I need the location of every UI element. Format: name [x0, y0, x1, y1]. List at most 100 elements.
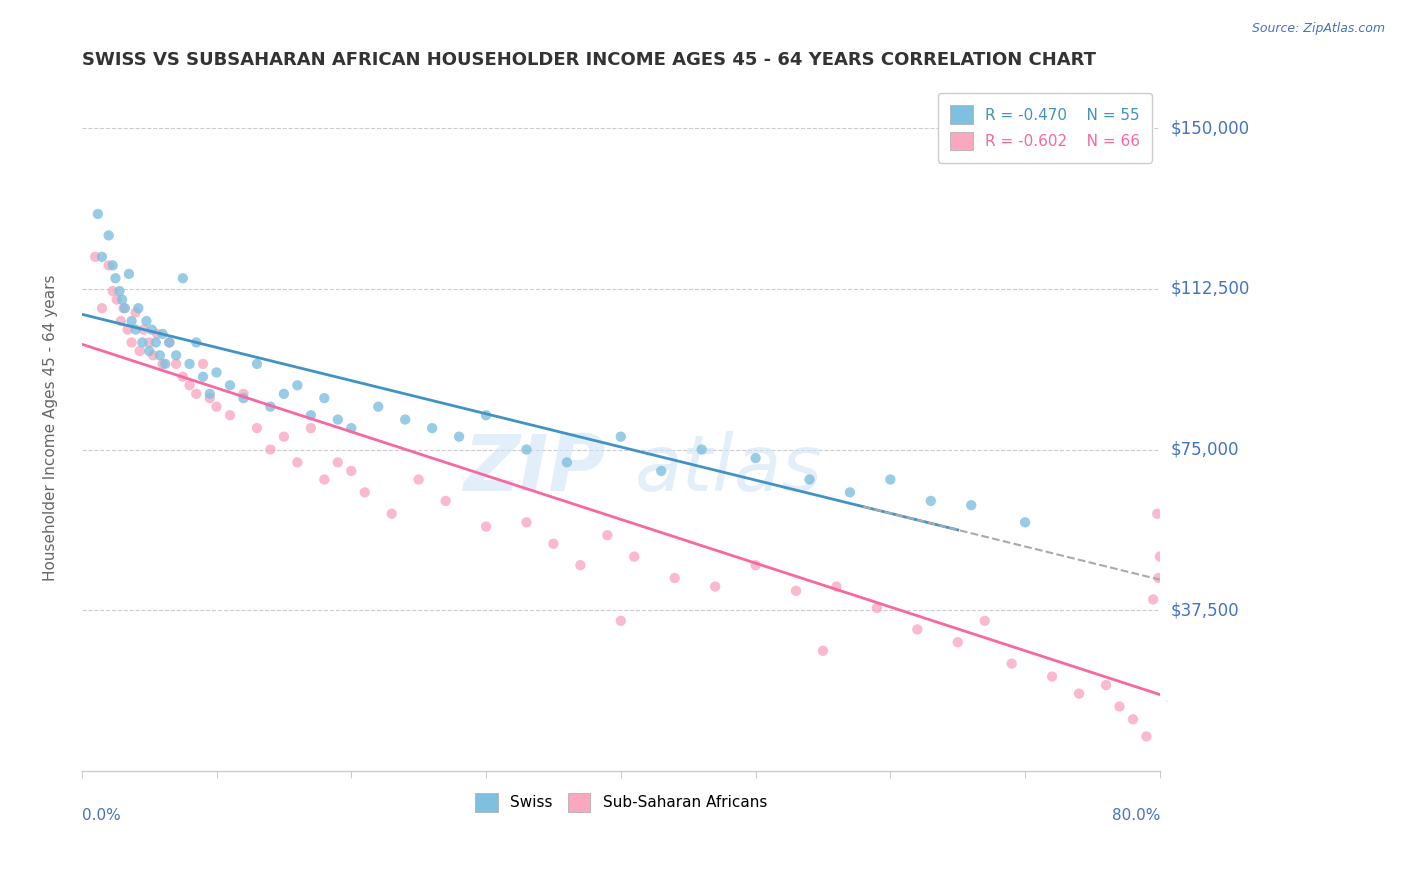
Point	[353, 485, 375, 500]
Point	[165, 348, 187, 362]
Point	[128, 344, 150, 359]
Point	[138, 335, 160, 350]
Point	[91, 250, 114, 264]
Point	[973, 614, 995, 628]
Point	[1147, 571, 1170, 585]
Point	[394, 412, 416, 426]
Point	[515, 442, 537, 457]
Point	[186, 335, 208, 350]
Point	[165, 357, 187, 371]
Point	[135, 314, 157, 328]
Point	[155, 357, 177, 371]
Point	[475, 519, 498, 533]
Point	[879, 473, 901, 487]
Point	[1122, 712, 1144, 726]
Text: $112,500: $112,500	[1171, 280, 1250, 298]
Point	[124, 323, 146, 337]
Point	[152, 357, 174, 371]
Point	[105, 293, 128, 307]
Text: 0.0%: 0.0%	[82, 808, 121, 823]
Point	[84, 250, 107, 264]
Point	[839, 485, 862, 500]
Point	[104, 271, 127, 285]
Point	[690, 442, 713, 457]
Point	[205, 366, 228, 380]
Point	[91, 301, 114, 316]
Point	[219, 378, 242, 392]
Point	[799, 473, 821, 487]
Point	[191, 357, 214, 371]
Point	[285, 378, 308, 392]
Point	[157, 335, 180, 350]
Point	[367, 400, 389, 414]
Point	[232, 387, 254, 401]
Point	[273, 430, 295, 444]
Point	[205, 400, 228, 414]
Point	[101, 259, 124, 273]
Point	[314, 473, 336, 487]
Point	[259, 400, 281, 414]
Point	[118, 267, 141, 281]
Point	[246, 357, 269, 371]
Point	[114, 301, 136, 316]
Text: $75,000: $75,000	[1171, 441, 1240, 458]
Text: $37,500: $37,500	[1171, 601, 1240, 619]
Point	[946, 635, 969, 649]
Point	[420, 421, 443, 435]
Point	[186, 387, 208, 401]
Point	[610, 614, 633, 628]
Point	[299, 409, 322, 423]
Point	[664, 571, 686, 585]
Point	[108, 284, 131, 298]
Point	[340, 421, 363, 435]
Point	[596, 528, 619, 542]
Point	[97, 228, 120, 243]
Point	[866, 601, 889, 615]
Point	[920, 494, 942, 508]
Point	[179, 357, 201, 371]
Point	[811, 644, 834, 658]
Text: 80.0%: 80.0%	[1112, 808, 1160, 823]
Point	[1001, 657, 1024, 671]
Point	[172, 271, 194, 285]
Point	[704, 580, 727, 594]
Point	[138, 344, 160, 359]
Point	[475, 409, 498, 423]
Point	[132, 323, 155, 337]
Point	[744, 558, 766, 573]
Point	[381, 507, 404, 521]
Point	[142, 348, 165, 362]
Point	[191, 369, 214, 384]
Point	[340, 464, 363, 478]
Point	[145, 335, 167, 350]
Point	[97, 259, 120, 273]
Point	[1095, 678, 1118, 692]
Point	[1040, 669, 1063, 683]
Point	[124, 305, 146, 319]
Point	[1135, 730, 1157, 744]
Point	[198, 387, 221, 401]
Point	[157, 335, 180, 350]
Point	[101, 284, 124, 298]
Point	[744, 451, 766, 466]
Text: ZIP: ZIP	[464, 431, 606, 508]
Point	[1142, 592, 1164, 607]
Text: SWISS VS SUBSAHARAN AFRICAN HOUSEHOLDER INCOME AGES 45 - 64 YEARS CORRELATION CH: SWISS VS SUBSAHARAN AFRICAN HOUSEHOLDER …	[82, 51, 1095, 69]
Point	[87, 207, 110, 221]
Point	[449, 430, 471, 444]
Point	[131, 335, 153, 350]
Point	[1108, 699, 1130, 714]
Point	[543, 537, 565, 551]
Text: Source: ZipAtlas.com: Source: ZipAtlas.com	[1251, 22, 1385, 36]
Text: atlas: atlas	[634, 431, 823, 508]
Point	[172, 369, 194, 384]
Point	[1014, 516, 1036, 530]
Point	[273, 387, 295, 401]
Point	[121, 335, 143, 350]
Point	[569, 558, 592, 573]
Point	[326, 455, 349, 469]
Point	[110, 314, 132, 328]
Point	[112, 301, 135, 316]
Legend: Swiss, Sub-Saharan Africans: Swiss, Sub-Saharan Africans	[468, 787, 773, 818]
Text: $150,000: $150,000	[1171, 120, 1250, 137]
